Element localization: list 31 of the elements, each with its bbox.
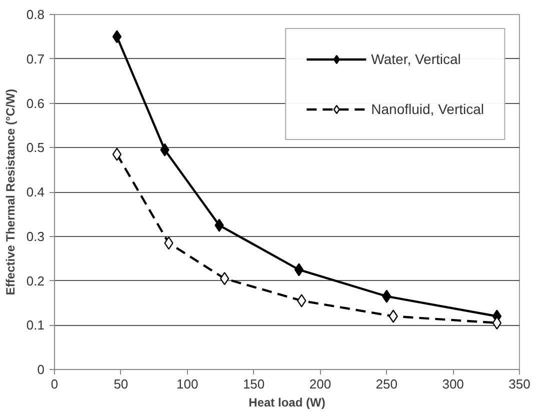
point	[112, 30, 122, 44]
x-tick-label: 50	[114, 376, 128, 392]
y-tick-label: 0.5	[26, 140, 45, 156]
y-axis-title: Effective Thermal Resistance (°C/W)	[3, 88, 18, 296]
y-tick-label: 0.2	[26, 273, 45, 288]
y-tick-label: 0.8	[26, 7, 45, 22]
x-tick-label: 250	[376, 376, 398, 392]
legend-label: Nanofluid, Vertical	[371, 101, 484, 117]
y-tick-label: 0	[37, 362, 45, 377]
point	[382, 290, 392, 303]
point	[297, 294, 306, 308]
point	[388, 310, 398, 323]
x-tick-label: 200	[309, 376, 332, 392]
point	[492, 316, 502, 330]
x-tick-label: 100	[176, 376, 198, 392]
y-tick-label: 0.6	[26, 96, 45, 111]
x-axis-title: Heat load (W)	[248, 396, 326, 410]
x-tick-label: 150	[242, 376, 265, 392]
point	[112, 148, 122, 161]
x-tick-label: 0	[50, 376, 58, 392]
point	[160, 143, 170, 156]
y-tick-label: 0.3	[26, 228, 45, 244]
x-tick-label: 300	[442, 376, 464, 392]
y-tick-label: 0.1	[26, 318, 45, 333]
x-tick-label: 350	[508, 376, 530, 392]
point	[214, 218, 224, 232]
point	[294, 263, 304, 276]
point	[220, 272, 230, 286]
legend-label: Water, Vertical	[371, 51, 461, 67]
y-tick-label: 0.4	[26, 184, 45, 200]
y-tick-label: 0.7	[26, 51, 45, 66]
